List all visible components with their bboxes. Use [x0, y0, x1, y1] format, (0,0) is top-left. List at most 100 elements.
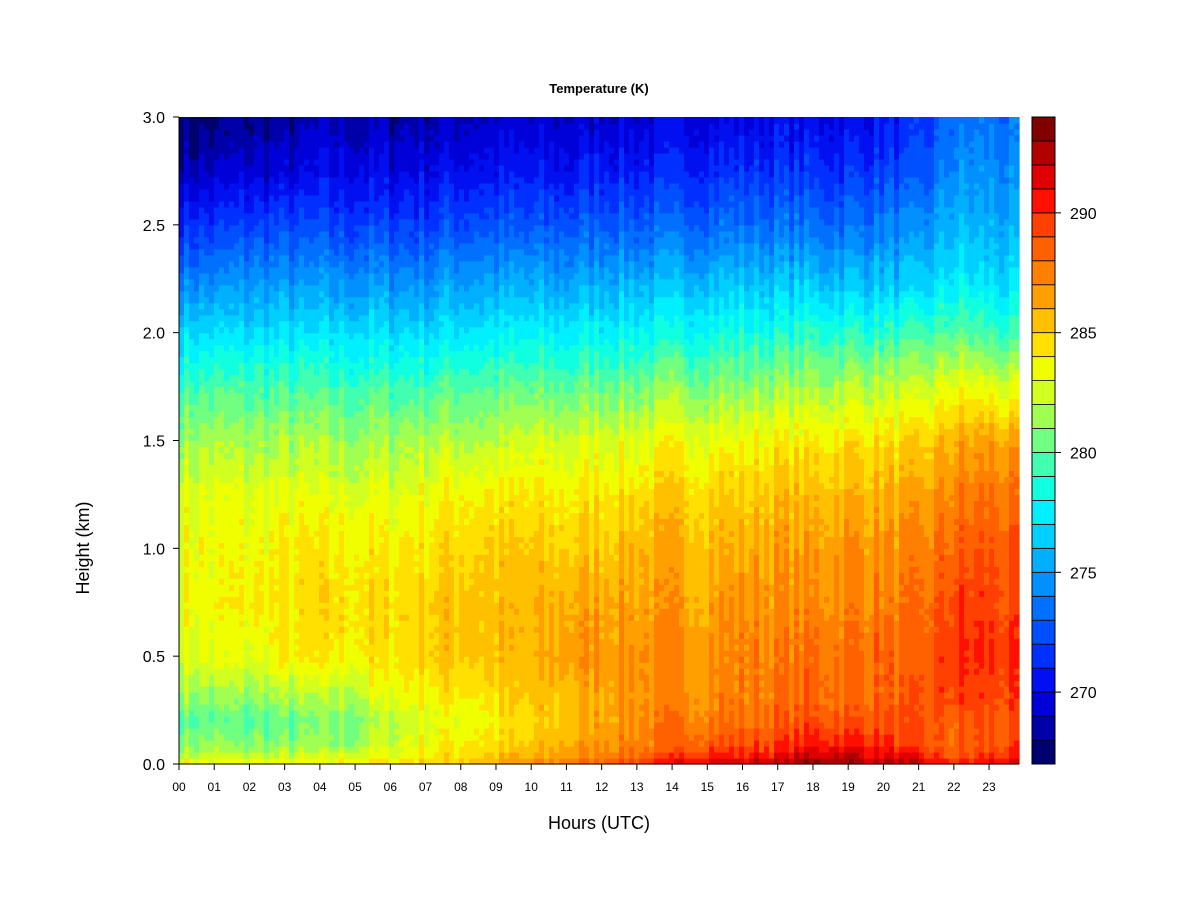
heatmap-cell: [379, 662, 385, 669]
heatmap-cell: [494, 614, 500, 621]
heatmap-cell: [229, 626, 235, 633]
heatmap-cell: [324, 614, 330, 621]
heatmap-cell: [294, 716, 300, 723]
heatmap-cell: [859, 608, 865, 615]
heatmap-cell: [909, 626, 915, 633]
heatmap-cell: [689, 620, 695, 627]
heatmap-cell: [854, 698, 860, 705]
heatmap-cell: [959, 602, 965, 609]
heatmap-cell: [214, 680, 220, 687]
heatmap-cell: [339, 650, 345, 657]
heatmap-cell: [829, 680, 835, 687]
heatmap-cell: [634, 602, 640, 609]
heatmap-cell: [909, 704, 915, 711]
heatmap-cell: [619, 602, 625, 609]
heatmap-cell: [289, 674, 295, 681]
heatmap-cell: [364, 662, 370, 669]
heatmap-cell: [889, 758, 895, 765]
heatmap-cell: [1009, 590, 1015, 597]
heatmap-cell: [404, 734, 410, 741]
heatmap-cell: [894, 602, 900, 609]
heatmap-cell: [424, 704, 430, 711]
heatmap-cell: [649, 638, 655, 645]
heatmap-cell: [424, 632, 430, 639]
heatmap-cell: [534, 596, 540, 603]
heatmap-cell: [499, 668, 505, 675]
heatmap-cell: [229, 734, 235, 741]
heatmap-cell: [974, 662, 980, 669]
heatmap-cell: [494, 638, 500, 645]
heatmap-cell: [549, 752, 555, 759]
heatmap-cell: [649, 656, 655, 663]
heatmap-cell: [984, 632, 990, 639]
heatmap-cell: [184, 674, 190, 681]
heatmap-cell: [494, 728, 500, 735]
heatmap-cell: [214, 638, 220, 645]
heatmap-cell: [439, 650, 445, 657]
heatmap-cell: [299, 680, 305, 687]
heatmap-cell: [584, 668, 590, 675]
heatmap-cell: [234, 728, 240, 735]
heatmap-cell: [489, 758, 495, 765]
heatmap-cell: [459, 644, 465, 651]
heatmap-cell: [264, 584, 270, 591]
heatmap-cell: [634, 758, 640, 765]
heatmap-cell: [889, 710, 895, 717]
heatmap-cell: [329, 734, 335, 741]
heatmap-cell: [709, 656, 715, 663]
heatmap-cell: [664, 620, 670, 627]
heatmap-cell: [1009, 758, 1015, 765]
heatmap-cell: [529, 584, 535, 591]
heatmap-cell: [854, 686, 860, 693]
heatmap-cell: [309, 674, 315, 681]
heatmap-cell: [319, 638, 325, 645]
heatmap-cell: [819, 632, 825, 639]
heatmap-cell: [974, 734, 980, 741]
heatmap-cell: [389, 704, 395, 711]
heatmap-cell: [339, 710, 345, 717]
heatmap-cell: [719, 746, 725, 753]
heatmap-cell: [919, 626, 925, 633]
heatmap-cell: [234, 734, 240, 741]
heatmap-cell: [334, 680, 340, 687]
heatmap-cell: [924, 728, 930, 735]
heatmap-cell: [179, 716, 185, 723]
heatmap-cell: [624, 740, 630, 747]
heatmap-cell: [694, 626, 700, 633]
heatmap-cell: [294, 662, 300, 669]
heatmap-cell: [589, 698, 595, 705]
heatmap-cell: [194, 602, 200, 609]
heatmap-cell: [459, 752, 465, 759]
heatmap-cell: [854, 602, 860, 609]
heatmap-cell: [929, 602, 935, 609]
heatmap-cell: [629, 704, 635, 711]
heatmap-cell: [214, 758, 220, 765]
heatmap-cell: [659, 620, 665, 627]
heatmap-cell: [194, 680, 200, 687]
heatmap-cell: [784, 692, 790, 699]
heatmap-cell: [649, 704, 655, 711]
heatmap-cell: [224, 608, 230, 615]
heatmap-cell: [364, 728, 370, 735]
heatmap-cell: [669, 740, 675, 747]
heatmap-cell: [469, 674, 475, 681]
heatmap-cell: [359, 716, 365, 723]
heatmap-cell: [274, 650, 280, 657]
heatmap-cell: [624, 644, 630, 651]
heatmap-cell: [289, 632, 295, 639]
heatmap-cell: [604, 650, 610, 657]
heatmap-cell: [629, 758, 635, 765]
heatmap-cell: [254, 752, 260, 759]
heatmap-cell: [664, 752, 670, 759]
heatmap-cell: [864, 674, 870, 681]
heatmap-cell: [189, 656, 195, 663]
heatmap-cell: [624, 674, 630, 681]
heatmap-cell: [684, 710, 690, 717]
heatmap-cell: [844, 602, 850, 609]
heatmap-cell: [959, 596, 965, 603]
heatmap-cell: [499, 740, 505, 747]
heatmap-cell: [989, 644, 995, 651]
heatmap-cell: [244, 728, 250, 735]
heatmap-cell: [454, 590, 460, 597]
heatmap-cell: [364, 602, 370, 609]
